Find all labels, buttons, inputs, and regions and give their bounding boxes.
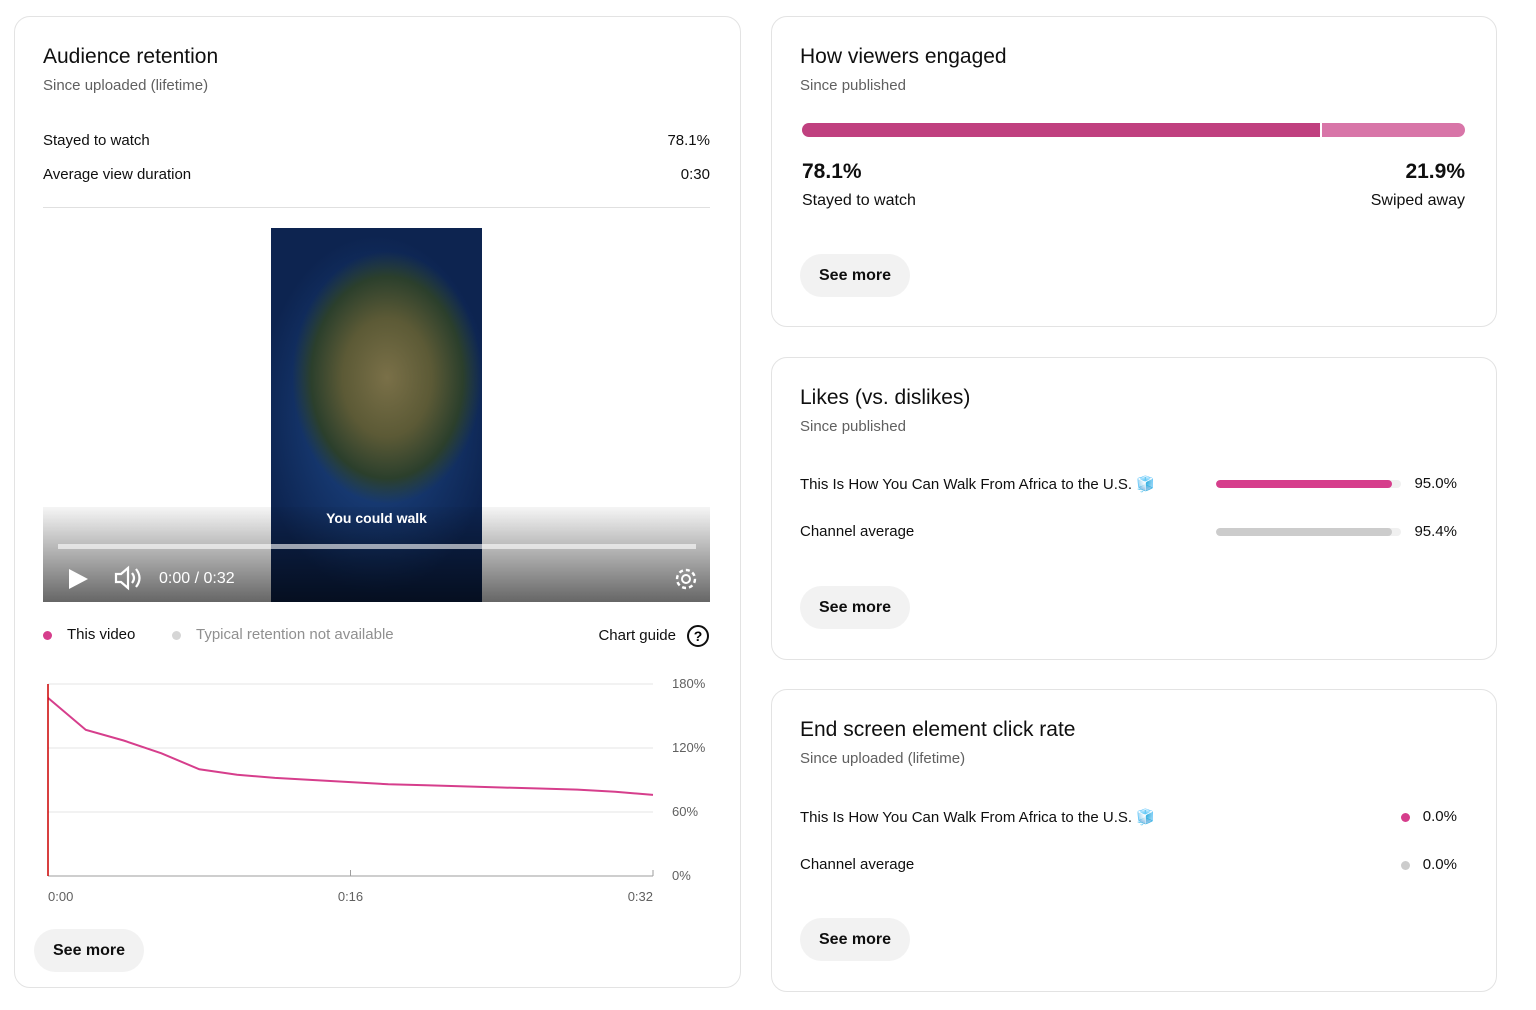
x-tick-label: 0:16 [338,889,363,904]
engagement-bar [802,123,1465,137]
row-value: 0.0% [1422,808,1457,825]
engagement-segment [802,123,1320,137]
help-icon[interactable]: ? [686,624,710,648]
bar-fill [1216,480,1392,488]
engagement-segment [1319,123,1465,137]
divider [43,207,710,208]
see-more-button[interactable]: See more [800,918,911,961]
video-time: 0:00 / 0:32 [159,570,235,587]
gear-icon [675,568,697,590]
settings-button[interactable] [672,565,700,593]
card-title: How viewers engaged [800,45,1007,68]
play-button[interactable] [65,566,91,592]
help-mark: ? [694,628,703,644]
x-tick-label: 0:32 [628,889,653,904]
card-title: Audience retention [43,45,219,68]
card-title: Likes (vs. dislikes) [800,386,971,409]
card-subtitle: Since uploaded (lifetime) [800,750,966,767]
video-player[interactable]: You could walk 0:00 / 0:32 [43,228,710,602]
card-title: End screen element click rate [800,718,1076,741]
legend-label: This video [67,626,136,643]
card-subtitle: Since published [800,418,906,435]
legend-label: Typical retention not available [196,626,394,643]
help-circle [687,625,709,647]
legend-dot [172,631,181,640]
bar-track [1216,528,1401,536]
video-caption: You could walk [326,510,427,526]
row-name: Channel average [800,523,915,540]
part-name: Stayed to watch [802,192,916,209]
row-value: 95.4% [1414,523,1457,540]
metric-value: 78.1% [667,132,710,149]
row-value: 95.0% [1414,475,1457,492]
see-more-button[interactable]: See more [800,254,911,297]
row-dot [1401,813,1410,822]
bar-track [1216,480,1401,488]
part-value: 21.9% [1405,160,1465,183]
card-subtitle: Since uploaded (lifetime) [43,77,209,94]
row-name: This Is How You Can Walk From Africa to … [800,476,1155,493]
row-dot [1401,861,1410,870]
x-tick-label: 0:00 [48,889,73,904]
retention-line [47,697,654,796]
row-name: This Is How You Can Walk From Africa to … [800,809,1155,826]
volume-icon [114,565,141,591]
bar-fill [1216,528,1393,536]
see-more-button[interactable]: See more [34,929,145,972]
progress-bar[interactable] [58,544,696,549]
metric-label: Stayed to watch [43,132,150,149]
controls-gradient [43,507,710,602]
legend-dot [43,631,52,640]
part-value: 78.1% [802,160,862,183]
play-icon [69,569,88,589]
legend: This video Typical retention not availabl… [43,625,713,647]
volume-button[interactable] [113,564,143,592]
card-subtitle: Since published [800,77,906,94]
y-tick-label: 0% [672,868,691,883]
y-tick-label: 180% [672,676,706,691]
y-tick-label: 60% [672,804,698,819]
metric-value: 0:30 [680,166,710,183]
row-value: 0.0% [1422,856,1457,873]
part-name: Swiped away [1370,192,1465,209]
row-name: Channel average [800,856,915,873]
chart-guide[interactable]: Chart guide [598,627,676,644]
retention-chart: 0% 60% 120% 180% 0:00 0:16 0:32 [47,676,706,904]
see-more-button[interactable]: See more [800,586,911,629]
gear-center [681,574,691,584]
y-tick-label: 120% [672,740,706,755]
metric-label: Average view duration [43,166,192,183]
